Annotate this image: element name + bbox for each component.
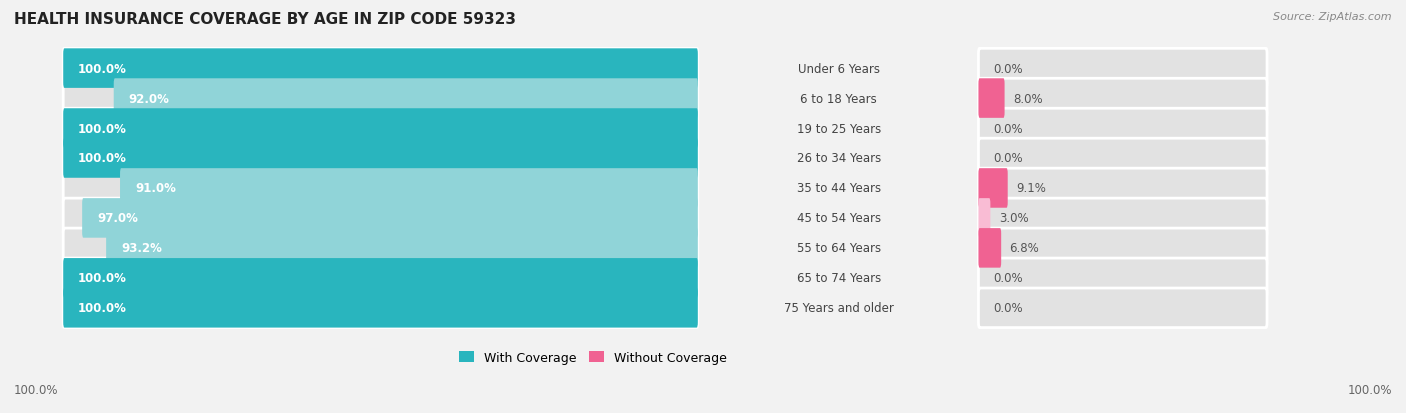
Text: Under 6 Years: Under 6 Years bbox=[797, 62, 880, 76]
Text: 92.0%: 92.0% bbox=[128, 93, 170, 105]
FancyBboxPatch shape bbox=[979, 259, 1267, 298]
Text: 100.0%: 100.0% bbox=[1347, 384, 1392, 396]
FancyBboxPatch shape bbox=[120, 169, 697, 208]
Text: HEALTH INSURANCE COVERAGE BY AGE IN ZIP CODE 59323: HEALTH INSURANCE COVERAGE BY AGE IN ZIP … bbox=[14, 12, 516, 27]
FancyBboxPatch shape bbox=[979, 49, 1267, 89]
FancyBboxPatch shape bbox=[979, 79, 1267, 119]
FancyBboxPatch shape bbox=[63, 199, 697, 238]
FancyBboxPatch shape bbox=[63, 288, 697, 328]
FancyBboxPatch shape bbox=[63, 259, 697, 298]
Text: 0.0%: 0.0% bbox=[994, 62, 1024, 76]
FancyBboxPatch shape bbox=[63, 79, 697, 119]
FancyBboxPatch shape bbox=[63, 109, 697, 148]
Text: 100.0%: 100.0% bbox=[14, 384, 59, 396]
FancyBboxPatch shape bbox=[63, 288, 697, 328]
Text: 8.0%: 8.0% bbox=[1012, 93, 1042, 105]
FancyBboxPatch shape bbox=[979, 169, 1267, 208]
FancyBboxPatch shape bbox=[63, 259, 697, 298]
Text: 0.0%: 0.0% bbox=[994, 301, 1024, 315]
FancyBboxPatch shape bbox=[979, 169, 1008, 208]
FancyBboxPatch shape bbox=[63, 169, 697, 208]
Text: 3.0%: 3.0% bbox=[998, 212, 1028, 225]
FancyBboxPatch shape bbox=[979, 109, 1267, 148]
Text: 97.0%: 97.0% bbox=[97, 212, 138, 225]
Text: 19 to 25 Years: 19 to 25 Years bbox=[797, 122, 880, 135]
Text: 26 to 34 Years: 26 to 34 Years bbox=[797, 152, 880, 165]
Text: 0.0%: 0.0% bbox=[994, 122, 1024, 135]
Text: 100.0%: 100.0% bbox=[79, 62, 127, 76]
FancyBboxPatch shape bbox=[82, 199, 697, 238]
FancyBboxPatch shape bbox=[979, 228, 1001, 268]
FancyBboxPatch shape bbox=[63, 228, 697, 268]
Text: 55 to 64 Years: 55 to 64 Years bbox=[797, 242, 880, 255]
Text: 45 to 54 Years: 45 to 54 Years bbox=[797, 212, 880, 225]
Text: 6 to 18 Years: 6 to 18 Years bbox=[800, 93, 877, 105]
Text: 0.0%: 0.0% bbox=[994, 272, 1024, 285]
Text: 6.8%: 6.8% bbox=[1010, 242, 1039, 255]
FancyBboxPatch shape bbox=[63, 49, 697, 89]
FancyBboxPatch shape bbox=[979, 228, 1267, 268]
Text: Source: ZipAtlas.com: Source: ZipAtlas.com bbox=[1274, 12, 1392, 22]
FancyBboxPatch shape bbox=[63, 49, 697, 89]
FancyBboxPatch shape bbox=[63, 139, 697, 178]
Text: 9.1%: 9.1% bbox=[1017, 182, 1046, 195]
FancyBboxPatch shape bbox=[979, 199, 1267, 238]
Text: 100.0%: 100.0% bbox=[79, 122, 127, 135]
Text: 100.0%: 100.0% bbox=[79, 301, 127, 315]
FancyBboxPatch shape bbox=[979, 288, 1267, 328]
Legend: With Coverage, Without Coverage: With Coverage, Without Coverage bbox=[454, 346, 733, 369]
Text: 100.0%: 100.0% bbox=[79, 272, 127, 285]
Text: 75 Years and older: 75 Years and older bbox=[783, 301, 894, 315]
FancyBboxPatch shape bbox=[105, 228, 697, 268]
Text: 65 to 74 Years: 65 to 74 Years bbox=[797, 272, 880, 285]
FancyBboxPatch shape bbox=[979, 79, 1004, 119]
FancyBboxPatch shape bbox=[979, 139, 1267, 178]
Text: 93.2%: 93.2% bbox=[121, 242, 162, 255]
Text: 35 to 44 Years: 35 to 44 Years bbox=[797, 182, 880, 195]
FancyBboxPatch shape bbox=[114, 79, 697, 119]
FancyBboxPatch shape bbox=[979, 199, 990, 238]
FancyBboxPatch shape bbox=[63, 109, 697, 148]
Text: 91.0%: 91.0% bbox=[135, 182, 176, 195]
FancyBboxPatch shape bbox=[63, 139, 697, 178]
Text: 0.0%: 0.0% bbox=[994, 152, 1024, 165]
Text: 100.0%: 100.0% bbox=[79, 152, 127, 165]
